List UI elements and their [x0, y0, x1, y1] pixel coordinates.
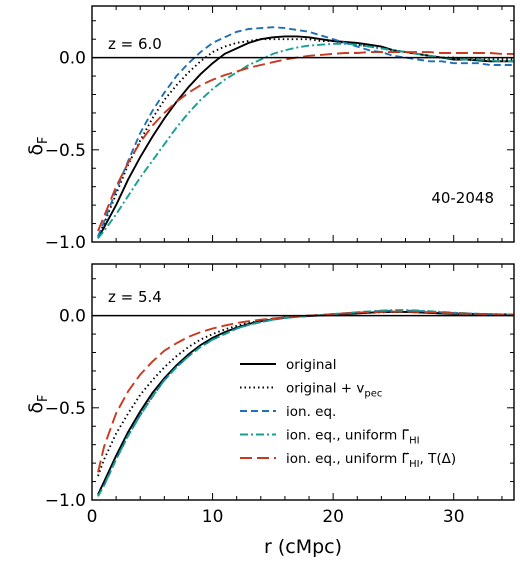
- top-ticks: −1.0 −0.5 0.0: [45, 6, 514, 253]
- top-series-line-3: [97, 42, 514, 239]
- legend-label-0: original: [286, 357, 336, 373]
- bottom-panel-frame: [91, 263, 515, 501]
- bottom-ytick-label: 0.0: [59, 307, 86, 327]
- bottom-ytick-label: −0.5: [45, 399, 86, 419]
- bottom-xtick-label: 30: [443, 507, 465, 527]
- top-run-annotation: 40-2048: [431, 189, 494, 207]
- bottom-series-line-4: [97, 310, 514, 473]
- bottom-xtick-label: 0: [87, 507, 98, 527]
- bottom-xtick-label: 20: [322, 507, 344, 527]
- top-ytick-label: −1.0: [45, 233, 86, 253]
- top-panel-frame: [91, 5, 515, 243]
- bottom-redshift-annotation: z = 5.4: [108, 288, 162, 306]
- legend-label-3: ion. eq., uniform Γ̃HI: [286, 428, 420, 447]
- top-ylabel-delta: δ: [25, 144, 47, 156]
- top-panel: −1.0 −0.5 0.0 z = 6.0 40-2048 δF: [25, 5, 515, 253]
- top-ytick-label: −0.5: [45, 141, 86, 161]
- legend-label-4: ion. eq., uniform Γ̃HI, T(Δ): [286, 451, 456, 470]
- top-ylabel-sub: F: [36, 136, 51, 143]
- legend-label-1: original + vpec: [286, 381, 382, 400]
- top-series-line-2: [97, 26, 514, 237]
- top-series-line-4: [97, 51, 514, 232]
- top-series-line-0: [97, 35, 514, 239]
- top-redshift-annotation: z = 6.0: [108, 35, 162, 53]
- top-ytick-label: 0.0: [59, 49, 86, 69]
- bottom-ylabel: δF: [25, 394, 51, 413]
- bottom-xlabel: r (cMpc): [264, 536, 342, 558]
- bottom-ylabel-delta: δ: [25, 402, 47, 414]
- top-ylabel: δF: [25, 136, 51, 155]
- bottom-xtick-label: 10: [202, 507, 224, 527]
- bottom-ylabel-sub: F: [36, 394, 51, 401]
- bottom-panel: −1.0 −0.5 0.0 0 10 20 30 z = 5.4 δF r (cMpc) o…: [25, 263, 515, 558]
- bottom-ytick-label: −1.0: [45, 491, 86, 511]
- legend-label-2: ion. eq.: [286, 404, 336, 420]
- legend: original original + vpec ion. eq. ion. eq.,…: [240, 357, 456, 470]
